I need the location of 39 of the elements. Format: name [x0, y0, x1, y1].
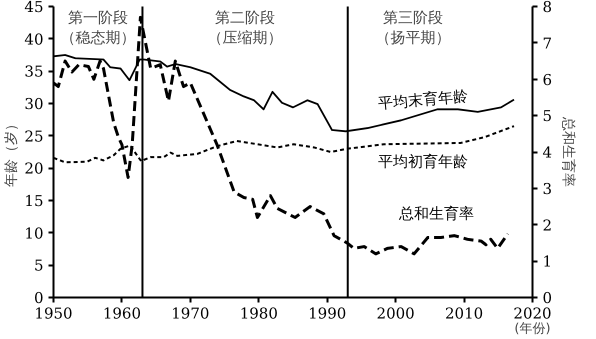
- y-tick-label: 40: [24, 30, 44, 48]
- x-tick-label: 1990: [308, 304, 346, 322]
- y2-tick-label: 0: [542, 289, 552, 307]
- y-tick-label: 35: [24, 62, 44, 81]
- y-tick-label: 10: [24, 224, 44, 242]
- x-tick-label: 1970: [171, 304, 210, 322]
- x-tick-label: 1980: [240, 304, 278, 322]
- y-tick-label: 25: [24, 127, 44, 146]
- y2-axis-title: 总和生育率: [560, 116, 578, 187]
- text: 平均末育年龄: [377, 86, 469, 113]
- y2-tick-label: 5: [542, 107, 552, 126]
- y2-tick-label: 3: [542, 180, 552, 198]
- series-label: 总和生育率: [398, 204, 474, 222]
- annotation: 第三阶段: [382, 8, 443, 26]
- x-tick-label: 2020: [513, 304, 552, 322]
- x-tick-label: 2010: [444, 304, 484, 322]
- y2-tick-label: 1: [542, 252, 552, 271]
- annotation: 第二阶段: [215, 8, 276, 26]
- x-tick-label: 1950: [34, 304, 73, 322]
- series-label: 平均初育年龄: [378, 152, 468, 171]
- annotation: （稳态期）: [60, 28, 136, 46]
- annotation: 第一阶段: [68, 8, 128, 26]
- y2-tick-label: 7: [542, 34, 552, 52]
- y-tick-label: 30: [24, 95, 44, 113]
- y-tick-label: 0: [34, 289, 44, 307]
- annotation: （压缩期）: [208, 28, 283, 46]
- y-tick-label: 15: [24, 192, 44, 210]
- y2-tick-label: 8: [542, 0, 552, 16]
- y-tick-label: 20: [24, 160, 44, 178]
- x-axis-title: (年份): [514, 322, 551, 336]
- y2-tick-label: 2: [542, 216, 552, 234]
- y2-tick-label: 6: [542, 70, 552, 89]
- x-tick-label: 2000: [376, 304, 415, 322]
- x-tick-label: 1960: [102, 304, 142, 322]
- annotation: （扬平期）: [375, 28, 450, 46]
- y-tick-label: 5: [34, 256, 44, 275]
- y-axis-title: 年龄（岁）: [3, 117, 20, 187]
- y2-tick-label: 4: [542, 144, 552, 162]
- y-tick-label: 45: [24, 0, 44, 16]
